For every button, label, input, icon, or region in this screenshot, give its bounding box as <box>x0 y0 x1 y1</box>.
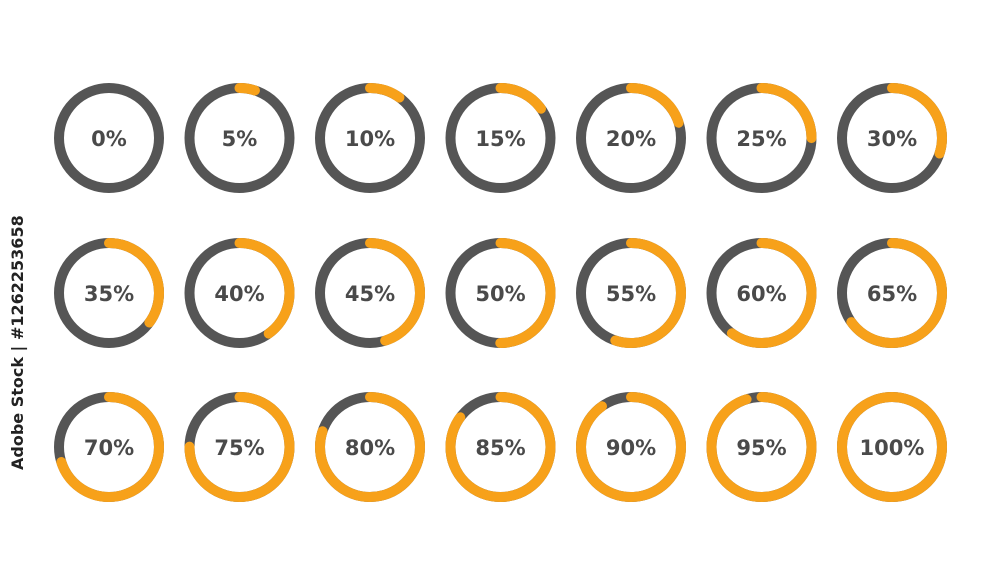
progress-ring-15: 15% <box>445 83 556 193</box>
progress-ring-55: 55% <box>576 238 686 348</box>
ring-label: 10% <box>345 127 395 151</box>
progress-ring-85: 85% <box>445 392 556 502</box>
progress-ring-60: 60% <box>706 238 817 348</box>
progress-ring-10: 10% <box>315 83 425 193</box>
ring-label: 35% <box>84 282 134 306</box>
ring-progress-arc <box>837 238 947 348</box>
ring-label: 15% <box>475 127 525 151</box>
ring-label: 100% <box>860 436 925 460</box>
ring-progress-arc <box>315 83 425 193</box>
ring-track <box>54 83 164 193</box>
ring-label: 50% <box>475 282 525 306</box>
progress-ring-30: 30% <box>837 83 947 193</box>
ring-progress-arc <box>445 392 556 502</box>
progress-ring-90: 90% <box>576 392 686 502</box>
ring-label: 30% <box>867 127 917 151</box>
ring-progress-arc <box>445 83 556 193</box>
ring-label: 60% <box>736 282 786 306</box>
ring-progress-arc <box>576 83 686 193</box>
ring-label: 95% <box>736 436 786 460</box>
ring-progress-arc <box>54 392 164 502</box>
ring-label: 70% <box>84 436 134 460</box>
progress-ring-70: 70% <box>54 392 164 502</box>
progress-ring-95: 95% <box>706 392 817 502</box>
progress-ring-65: 65% <box>837 238 947 348</box>
ring-label: 55% <box>606 282 656 306</box>
ring-label: 0% <box>91 127 127 151</box>
progress-ring-75: 75% <box>184 392 295 502</box>
ring-progress-arc <box>184 83 295 193</box>
progress-ring-20: 20% <box>576 83 686 193</box>
progress-ring-100: 100% <box>837 392 947 502</box>
progress-ring-35: 35% <box>54 238 164 348</box>
ring-progress-arc <box>315 238 425 348</box>
progress-ring-80: 80% <box>315 392 425 502</box>
ring-progress-arc <box>576 392 686 502</box>
ring-progress-arc <box>706 238 817 348</box>
progress-ring-0: 0% <box>54 83 164 193</box>
ring-progress-arc <box>445 238 556 348</box>
watermark: Adobe Stock | #1262253658 <box>8 215 28 470</box>
progress-ring-25: 25% <box>706 83 817 193</box>
ring-label: 75% <box>214 436 264 460</box>
ring-progress-arc <box>837 392 947 502</box>
ring-label: 90% <box>606 436 656 460</box>
progress-ring-40: 40% <box>184 238 295 348</box>
watermark-text: Adobe Stock | #1262253658 <box>8 215 28 470</box>
progress-ring-45: 45% <box>315 238 425 348</box>
ring-label: 45% <box>345 282 395 306</box>
ring-progress-arc <box>315 392 425 502</box>
ring-progress-arc <box>706 83 817 193</box>
ring-label: 40% <box>214 282 264 306</box>
ring-progress-arc <box>184 392 295 502</box>
ring-label: 20% <box>606 127 656 151</box>
ring-progress-arc <box>184 238 295 348</box>
ring-label: 25% <box>736 127 786 151</box>
progress-ring-5: 5% <box>184 83 295 193</box>
ring-label: 85% <box>475 436 525 460</box>
ring-progress-arc <box>706 392 817 502</box>
ring-progress-arc <box>837 83 947 193</box>
ring-label: 5% <box>222 127 258 151</box>
ring-label: 65% <box>867 282 917 306</box>
ring-progress-arc <box>576 238 686 348</box>
ring-progress-arc <box>54 238 164 348</box>
ring-label: 80% <box>345 436 395 460</box>
progress-ring-50: 50% <box>445 238 556 348</box>
